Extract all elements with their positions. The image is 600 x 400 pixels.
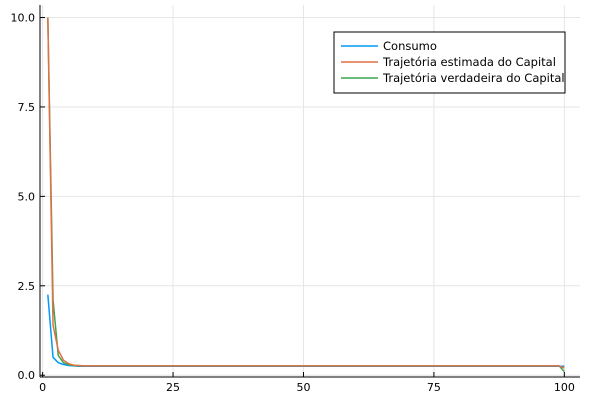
x-tick-label: 75 bbox=[427, 381, 441, 394]
y-ticks: 0.0 2.5 5.0 7.5 10.0 bbox=[11, 12, 45, 382]
series-line-trajetoria-estimada-do-capital bbox=[47, 17, 565, 369]
x-tick-label: 100 bbox=[554, 381, 575, 394]
grid-lines bbox=[40, 5, 580, 377]
legend-label-consumo: Consumo bbox=[383, 39, 437, 53]
y-tick-label: 5.0 bbox=[18, 190, 36, 203]
y-tick-label: 7.5 bbox=[18, 101, 36, 114]
x-ticks: 0 25 50 75 100 bbox=[39, 372, 575, 394]
series-layer bbox=[47, 17, 565, 373]
x-tick-label: 50 bbox=[296, 381, 310, 394]
legend-label-verdadeira: Trajetória verdadeira do Capital bbox=[382, 71, 565, 85]
y-tick-label: 0.0 bbox=[18, 369, 36, 382]
axes bbox=[39, 5, 580, 378]
y-tick-label: 10.0 bbox=[11, 12, 36, 25]
y-tick-label: 2.5 bbox=[18, 280, 36, 293]
x-tick-label: 25 bbox=[166, 381, 180, 394]
legend-label-estimada: Trajetória estimada do Capital bbox=[382, 55, 556, 69]
legend: Consumo Trajetória estimada do Capital T… bbox=[333, 31, 566, 94]
x-tick-label: 0 bbox=[39, 381, 46, 394]
